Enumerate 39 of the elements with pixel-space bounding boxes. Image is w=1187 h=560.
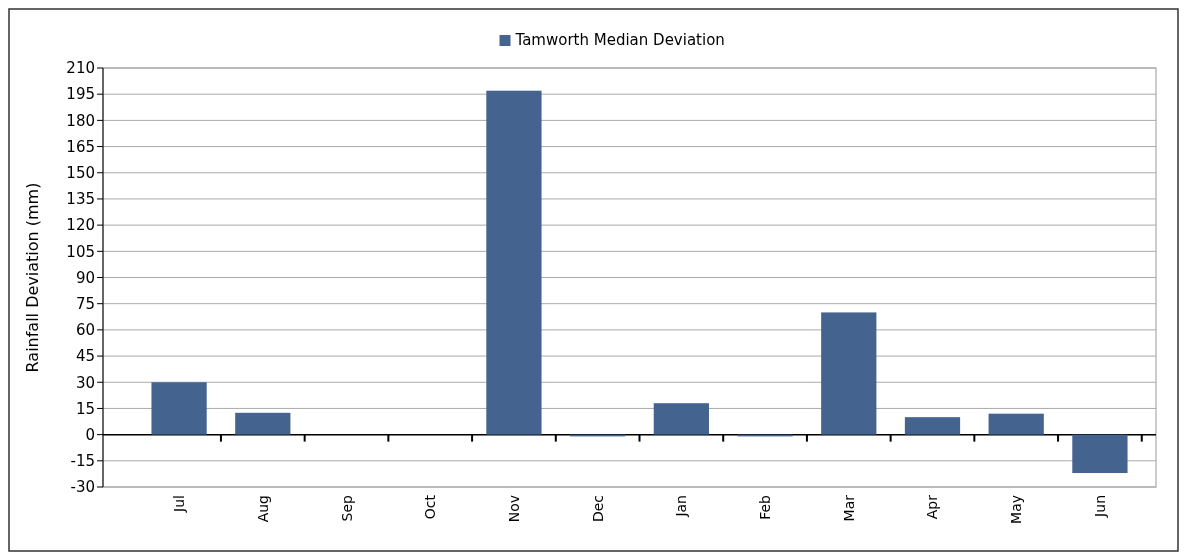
x-tick-label: Jul — [171, 495, 188, 513]
x-tick-label: Jun — [1091, 495, 1108, 518]
y-tick-label: 210 — [66, 59, 95, 78]
bar — [988, 413, 1044, 435]
bar — [486, 90, 542, 435]
y-tick-label: 45 — [75, 347, 95, 366]
x-tick-label: Sep — [338, 494, 355, 522]
bar — [235, 412, 291, 435]
y-tick-label: 0 — [85, 425, 95, 444]
y-tick-label: 15 — [75, 399, 95, 418]
y-tick-label: 120 — [66, 216, 95, 235]
y-tick-label: 75 — [75, 294, 95, 313]
bar — [653, 403, 709, 435]
y-tick-label: 180 — [66, 111, 95, 130]
y-tick-label: 90 — [75, 268, 95, 287]
x-tick-label: Nov — [505, 495, 522, 523]
y-axis-title: Rainfall Deviation (mm) — [23, 182, 42, 373]
y-tick-label: 60 — [75, 321, 95, 340]
y-tick-label: -15 — [70, 452, 95, 471]
y-tick-label: 105 — [66, 242, 95, 261]
x-tick-label: Mar — [840, 494, 857, 522]
x-tick-label: Oct — [422, 494, 439, 520]
y-tick-label: -30 — [70, 478, 95, 497]
y-tick-label: 165 — [66, 137, 95, 156]
bar — [821, 312, 877, 435]
legend-label: Tamworth Median Deviation — [514, 31, 725, 49]
y-tick-label: 30 — [75, 373, 95, 392]
y-tick-label: 150 — [66, 164, 95, 182]
bar — [904, 417, 961, 435]
y-tick-label: 195 — [66, 85, 95, 104]
x-tick-label: Aug — [254, 495, 271, 523]
y-tick-label: 135 — [66, 190, 95, 209]
x-tick-label: Apr — [924, 494, 941, 520]
bar — [151, 382, 207, 435]
x-tick-label: Dec — [589, 495, 606, 523]
x-tick-label: Feb — [757, 494, 774, 520]
x-tick-label: Jan — [673, 495, 690, 518]
x-tick-label: May — [1008, 495, 1025, 524]
bar — [1072, 434, 1128, 474]
